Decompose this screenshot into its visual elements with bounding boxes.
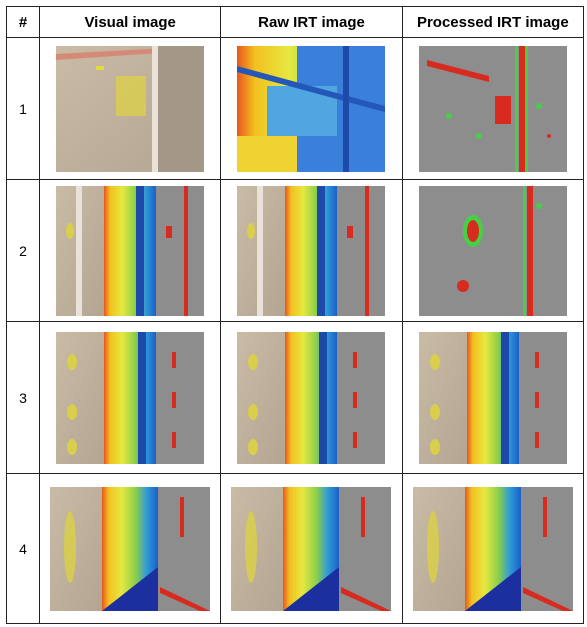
results-table: # Visual image Raw IRT image Processed I… — [6, 6, 585, 624]
header-processed-irt: Processed IRT image — [401, 6, 585, 38]
header-visual: Visual image — [38, 6, 222, 38]
raw-irt-image — [237, 331, 386, 464]
raw-irt-image — [237, 185, 386, 316]
raw-irt-image — [237, 45, 386, 172]
row-index: 1 — [6, 37, 40, 180]
visual-image — [56, 185, 205, 316]
header-raw-irt: Raw IRT image — [220, 6, 403, 38]
processed-irt-image-cell — [401, 179, 585, 322]
visual-image-cell — [38, 179, 222, 322]
processed-irt-image — [418, 331, 567, 464]
header-row: # Visual image Raw IRT image Processed I… — [6, 6, 585, 38]
visual-image-cell — [38, 37, 222, 180]
processed-irt-image-cell — [401, 321, 585, 474]
table-row: 1 — [6, 37, 585, 180]
row-index: 3 — [6, 321, 40, 474]
table-row: 4 — [6, 473, 585, 624]
processed-irt-image — [412, 486, 573, 611]
row-index: 2 — [6, 179, 40, 322]
raw-irt-image-cell — [220, 321, 403, 474]
visual-image-cell — [38, 321, 222, 474]
row-index: 4 — [6, 473, 40, 624]
processed-irt-image — [418, 185, 567, 316]
visual-image — [50, 486, 211, 611]
header-index: # — [6, 6, 40, 38]
visual-image-cell — [38, 473, 222, 624]
table-row: 2 — [6, 179, 585, 322]
processed-irt-image — [418, 45, 567, 172]
raw-irt-image-cell — [220, 179, 403, 322]
processed-irt-image-cell — [401, 473, 585, 624]
raw-irt-image-cell — [220, 473, 403, 624]
processed-irt-image-cell — [401, 37, 585, 180]
visual-image — [56, 45, 205, 172]
visual-image — [56, 331, 205, 464]
table-row: 3 — [6, 321, 585, 474]
raw-irt-image-cell — [220, 37, 403, 180]
raw-irt-image — [231, 486, 392, 611]
